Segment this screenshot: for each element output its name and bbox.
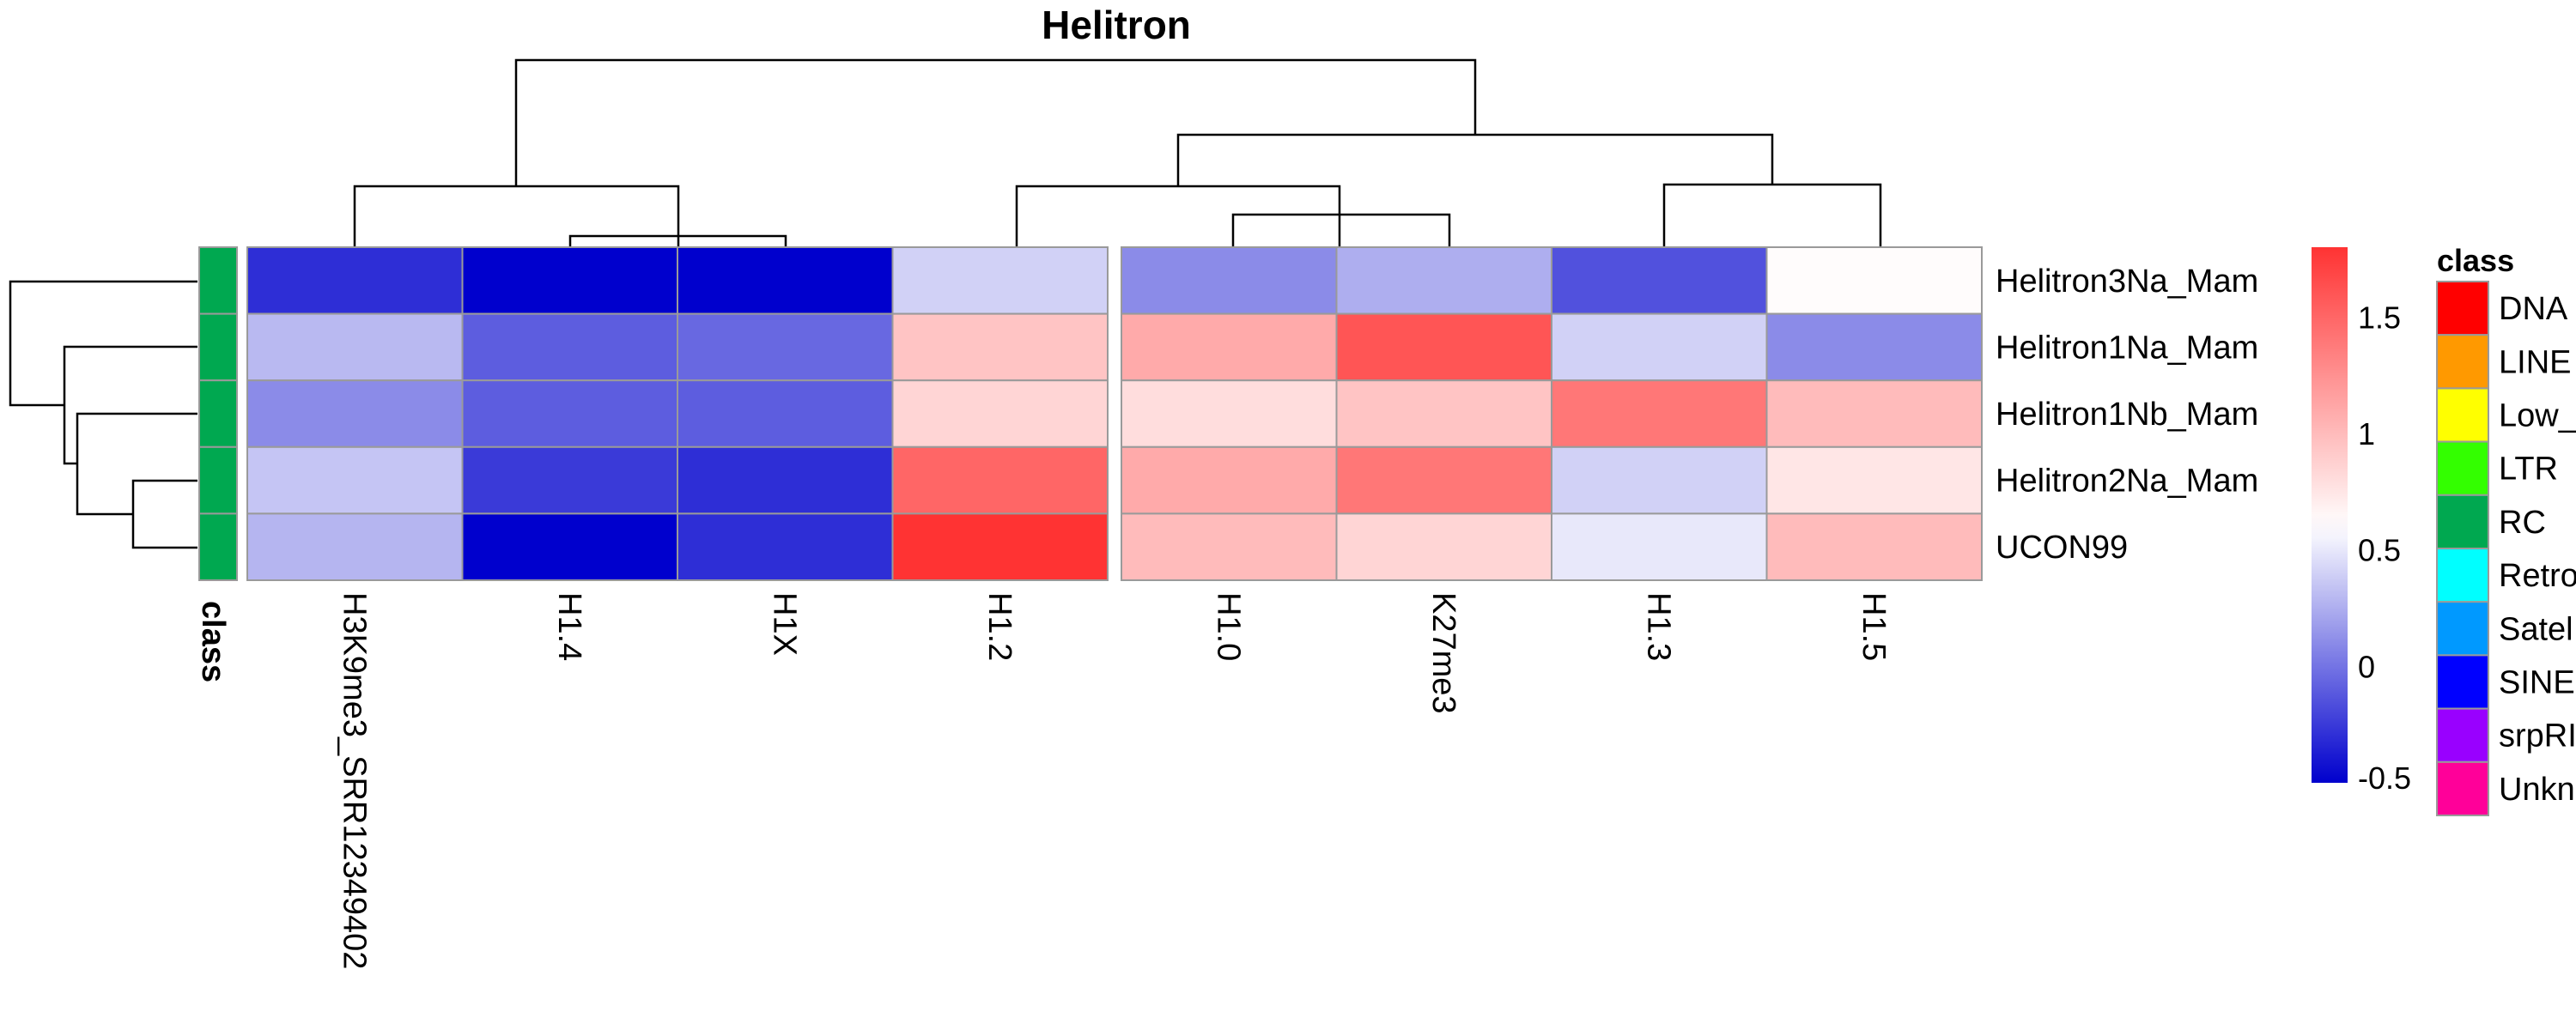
heatmap-cell — [1551, 512, 1768, 582]
colorbar: 1.5 1 0.5 0 -0.5 — [2312, 247, 2411, 796]
legend-title: class — [2437, 243, 2514, 278]
heatmap-cell — [1551, 312, 1768, 382]
heatmap-cell — [461, 379, 678, 448]
heatmap-cell — [677, 379, 894, 448]
column-label: H1.0 — [1210, 592, 1246, 661]
colorbar-tick-label: 0 — [2358, 649, 2375, 684]
legend-label: Satel — [2499, 611, 2573, 647]
colorbar-tick-label: 1 — [2358, 416, 2375, 451]
heatmap-cells — [246, 246, 1983, 582]
legend-label: RC — [2499, 505, 2546, 541]
legend-swatch-satel — [2436, 601, 2489, 657]
heatmap-cell — [461, 445, 678, 515]
row-label: Helitron2Na_Mam — [1996, 464, 2258, 500]
heatmap-cell — [461, 312, 678, 382]
legend-swatch-ltr — [2436, 440, 2489, 496]
legend-swatch-unkn — [2436, 760, 2489, 816]
colorbar-gradient — [2312, 247, 2348, 783]
annotation-cell — [198, 246, 238, 315]
heatmap-cell — [246, 379, 464, 448]
heatmap-cell — [1551, 379, 1768, 448]
heatmap-cell — [1335, 512, 1552, 582]
row-labels: Helitron3Na_Mam Helitron1Na_Mam Helitron1N… — [1996, 264, 2258, 566]
row-label: Helitron1Na_Mam — [1996, 330, 2258, 366]
heatmap-cell — [1121, 379, 1338, 448]
row-annotation — [198, 246, 238, 582]
legend-swatch-line — [2436, 334, 2489, 390]
heatmap-cell — [1765, 379, 1983, 448]
column-label: H1.2 — [981, 592, 1018, 661]
column-label: H1.5 — [1856, 592, 1892, 661]
legend-label: Low_ — [2499, 398, 2576, 434]
heatmap-cell — [891, 379, 1109, 448]
heatmap-cell — [246, 445, 464, 515]
heatmap-cell — [1765, 512, 1983, 582]
column-label: H1.3 — [1640, 592, 1676, 661]
annotation-cell — [198, 512, 238, 582]
heatmap-cell — [677, 512, 894, 582]
heatmap-cell — [677, 246, 894, 315]
legend-label: SINE — [2499, 665, 2575, 701]
column-labels: H3K9me3_SRR12349402 H1.4 H1X H1.2 H1.0 K27me3… — [336, 592, 1892, 969]
heatmap-cell — [1335, 312, 1552, 382]
heatmap-cell — [891, 512, 1109, 582]
legend-swatch-rc — [2436, 494, 2489, 549]
heatmap-cell — [246, 512, 464, 582]
heatmap-cell — [461, 246, 678, 315]
annotation-cell — [198, 312, 238, 382]
row-label: UCON99 — [1996, 530, 2128, 566]
heatmap-cell — [1121, 312, 1338, 382]
heatmap-cell — [246, 246, 464, 315]
chart-title: Helitron — [1042, 3, 1191, 47]
column-label: H1X — [766, 592, 802, 656]
legend-swatch-dna — [2436, 281, 2489, 336]
heatmap-cell — [1765, 445, 1983, 515]
colorbar-tick-label: -0.5 — [2358, 760, 2411, 796]
column-label: H3K9me3_SRR12349402 — [336, 592, 372, 969]
legend-label: Unkn — [2499, 772, 2575, 808]
heatmap-cell — [461, 512, 678, 582]
heatmap-cell — [1121, 246, 1338, 315]
heatmap-cell — [677, 445, 894, 515]
legend-swatch-low — [2436, 387, 2489, 443]
colorbar-tick-label: 1.5 — [2358, 300, 2401, 335]
annotation-axis-label: class — [195, 601, 231, 682]
heatmap-cell — [1335, 445, 1552, 515]
annotation-cell — [198, 445, 238, 515]
heatmap-cell — [1765, 312, 1983, 382]
legend-swatch-srpri — [2436, 707, 2489, 763]
colorbar-tick-label: 0.5 — [2358, 533, 2401, 568]
annotation-cell — [198, 379, 238, 448]
legend-label: srpRI — [2499, 718, 2576, 754]
class-legend: class DNA LINE Low_ LTR RC Retro Satel SINE srpRI… — [2436, 243, 2576, 816]
heatmap-cell — [246, 312, 464, 382]
row-label: Helitron1Nb_Mam — [1996, 397, 2258, 433]
heatmap-cell — [1121, 512, 1338, 582]
heatmap-cell — [1551, 246, 1768, 315]
heatmap-cell — [677, 312, 894, 382]
legend-swatch-retro — [2436, 548, 2489, 603]
column-label: H1.4 — [551, 592, 587, 661]
row-dendrogram — [9, 280, 197, 549]
heatmap-cell — [1551, 445, 1768, 515]
column-dendrogram — [353, 58, 1882, 247]
legend-label: Retro — [2499, 558, 2576, 594]
legend-label: LTR — [2499, 451, 2558, 488]
heatmap-cell — [1335, 246, 1552, 315]
legend-swatch-sine — [2436, 654, 2489, 710]
legend-label: DNA — [2499, 291, 2568, 327]
column-label: K27me3 — [1425, 592, 1461, 714]
heatmap-cell — [891, 445, 1109, 515]
heatmap-cell — [1765, 246, 1983, 315]
heatmap-cell — [1121, 445, 1338, 515]
row-label: Helitron3Na_Mam — [1996, 264, 2258, 300]
legend-label: LINE — [2499, 344, 2571, 380]
heatmap-cell — [891, 312, 1109, 382]
heatmap-cell — [1335, 379, 1552, 448]
heatmap-cell — [891, 246, 1109, 315]
